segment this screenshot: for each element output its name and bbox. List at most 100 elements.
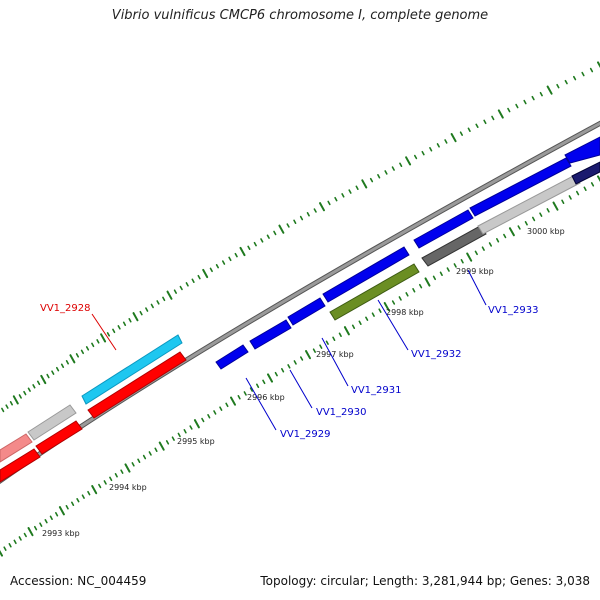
gene-red-3[interactable]: [0, 448, 41, 483]
outer-minor-tick: [260, 238, 264, 243]
inner-minor-tick: [474, 250, 478, 256]
inner-minor-tick: [243, 391, 247, 396]
inner-minor-tick: [87, 490, 91, 496]
inner-minor-tick: [81, 494, 85, 499]
gene-label-vv1-2932[interactable]: VV1_2932: [411, 349, 462, 360]
inner-major-tick: [508, 227, 515, 237]
outer-minor-tick: [273, 230, 277, 236]
gene-grey-1[interactable]: [27, 404, 77, 441]
outer-minor-tick: [46, 373, 50, 379]
outer-major-tick: [69, 354, 76, 364]
outer-minor-tick: [156, 300, 160, 305]
gene-vv1-2930[interactable]: [249, 319, 292, 350]
inner-minor-tick: [262, 379, 266, 385]
outer-minor-tick: [5, 404, 9, 409]
inner-minor-tick: [49, 515, 53, 521]
outer-minor-tick: [507, 107, 511, 113]
inner-minor-tick: [103, 480, 107, 485]
gene-blue-b[interactable]: [469, 157, 572, 217]
outer-major-tick: [278, 224, 285, 234]
tick-label-2993: 2993 kbp: [42, 529, 80, 538]
inner-major-tick: [230, 396, 236, 406]
inner-minor-tick: [351, 324, 356, 330]
gene-red-2[interactable]: [35, 420, 83, 455]
gene-blue-a[interactable]: [413, 209, 474, 249]
leader-vv1-2931: [321, 337, 349, 387]
outer-minor-tick: [334, 196, 338, 202]
outer-minor-tick: [348, 189, 352, 194]
gene-label-leaders: [91, 269, 487, 431]
outer-minor-tick: [32, 384, 36, 389]
outer-minor-tick: [384, 170, 388, 175]
inner-minor-tick: [539, 212, 543, 217]
gene-label-vv1-2931[interactable]: VV1_2931: [351, 385, 402, 396]
inner-minor-tick: [332, 336, 336, 342]
outer-minor-tick: [467, 127, 471, 132]
outer-minor-tick: [18, 394, 22, 399]
tick-label-2994: 2994 kbp: [109, 483, 147, 492]
inner-minor-tick: [177, 432, 181, 438]
gene-dark-1[interactable]: [571, 161, 600, 185]
outer-minor-tick: [209, 267, 213, 273]
inner-minor-tick: [432, 275, 437, 281]
inner-minor-tick: [249, 387, 253, 392]
inner-minor-tick: [137, 458, 141, 464]
outer-minor-tick: [117, 325, 121, 330]
outer-minor-tick: [266, 234, 270, 239]
gene-vv1-2933[interactable]: [421, 225, 487, 267]
inner-major-tick: [424, 277, 431, 287]
gene-vv1-2931[interactable]: [287, 297, 326, 326]
outer-major-tick: [546, 85, 553, 95]
inner-minor-tick: [460, 258, 464, 264]
inner-minor-tick: [255, 383, 260, 389]
gene-vv1-2929[interactable]: [215, 344, 249, 370]
outer-minor-tick: [572, 75, 577, 81]
outer-minor-tick: [436, 143, 440, 148]
gene-blue-c[interactable]: [564, 136, 600, 164]
inner-minor-tick: [495, 238, 500, 243]
inner-minor-tick: [293, 360, 297, 365]
outer-minor-tick: [341, 193, 345, 198]
gene-vv1-2931b[interactable]: [322, 246, 410, 303]
gene-vv1-2928-region[interactable]: [81, 334, 187, 419]
gene-vv1-2932[interactable]: [329, 263, 420, 321]
inner-minor-tick: [65, 504, 69, 510]
inner-minor-tick: [531, 216, 536, 222]
tick-label-2999: 2999 kbp: [456, 267, 494, 276]
leader-vv1-2929: [245, 377, 277, 431]
gene-vv1-2928[interactable]: [87, 351, 187, 419]
outer-minor-tick: [399, 162, 403, 167]
gene-label-vv1-2928[interactable]: VV1_2928: [40, 303, 91, 314]
outer-minor-tick: [1, 407, 5, 413]
outer-minor-tick: [173, 289, 177, 294]
inner-minor-tick: [3, 546, 7, 551]
outer-minor-tick: [197, 274, 201, 280]
inner-minor-tick: [207, 413, 211, 419]
outer-minor-tick: [60, 363, 65, 369]
outer-minor-tick: [539, 91, 543, 97]
outer-minor-tick: [91, 342, 95, 348]
gene-label-vv1-2933[interactable]: VV1_2933: [488, 305, 539, 316]
inner-minor-tick: [378, 308, 382, 313]
gene-label-vv1-2929[interactable]: VV1_2929: [280, 429, 331, 440]
inner-major-tick: [58, 506, 65, 516]
gene-grey-2[interactable]: [477, 174, 581, 235]
gene-label-vv1-2930[interactable]: VV1_2930: [316, 407, 367, 418]
inner-minor-tick: [280, 367, 285, 373]
outer-minor-tick: [191, 278, 195, 284]
outer-minor-tick: [150, 303, 154, 309]
outer-minor-tick: [9, 400, 13, 406]
outer-minor-tick: [253, 241, 257, 247]
gene-pink-1[interactable]: [0, 433, 33, 463]
accession-text: Accession: NC_004459: [10, 574, 147, 588]
inner-major-tick: [158, 441, 165, 451]
inner-minor-tick: [142, 454, 147, 460]
leader-vv1-2930: [289, 369, 313, 409]
inner-minor-tick: [54, 511, 59, 517]
gene-features: [0, 136, 600, 483]
outer-minor-tick: [128, 317, 132, 323]
tick-label-2998: 2998 kbp: [386, 308, 424, 317]
gene-vv1-2928-highlight[interactable]: [81, 334, 183, 405]
outer-minor-tick: [228, 256, 232, 262]
